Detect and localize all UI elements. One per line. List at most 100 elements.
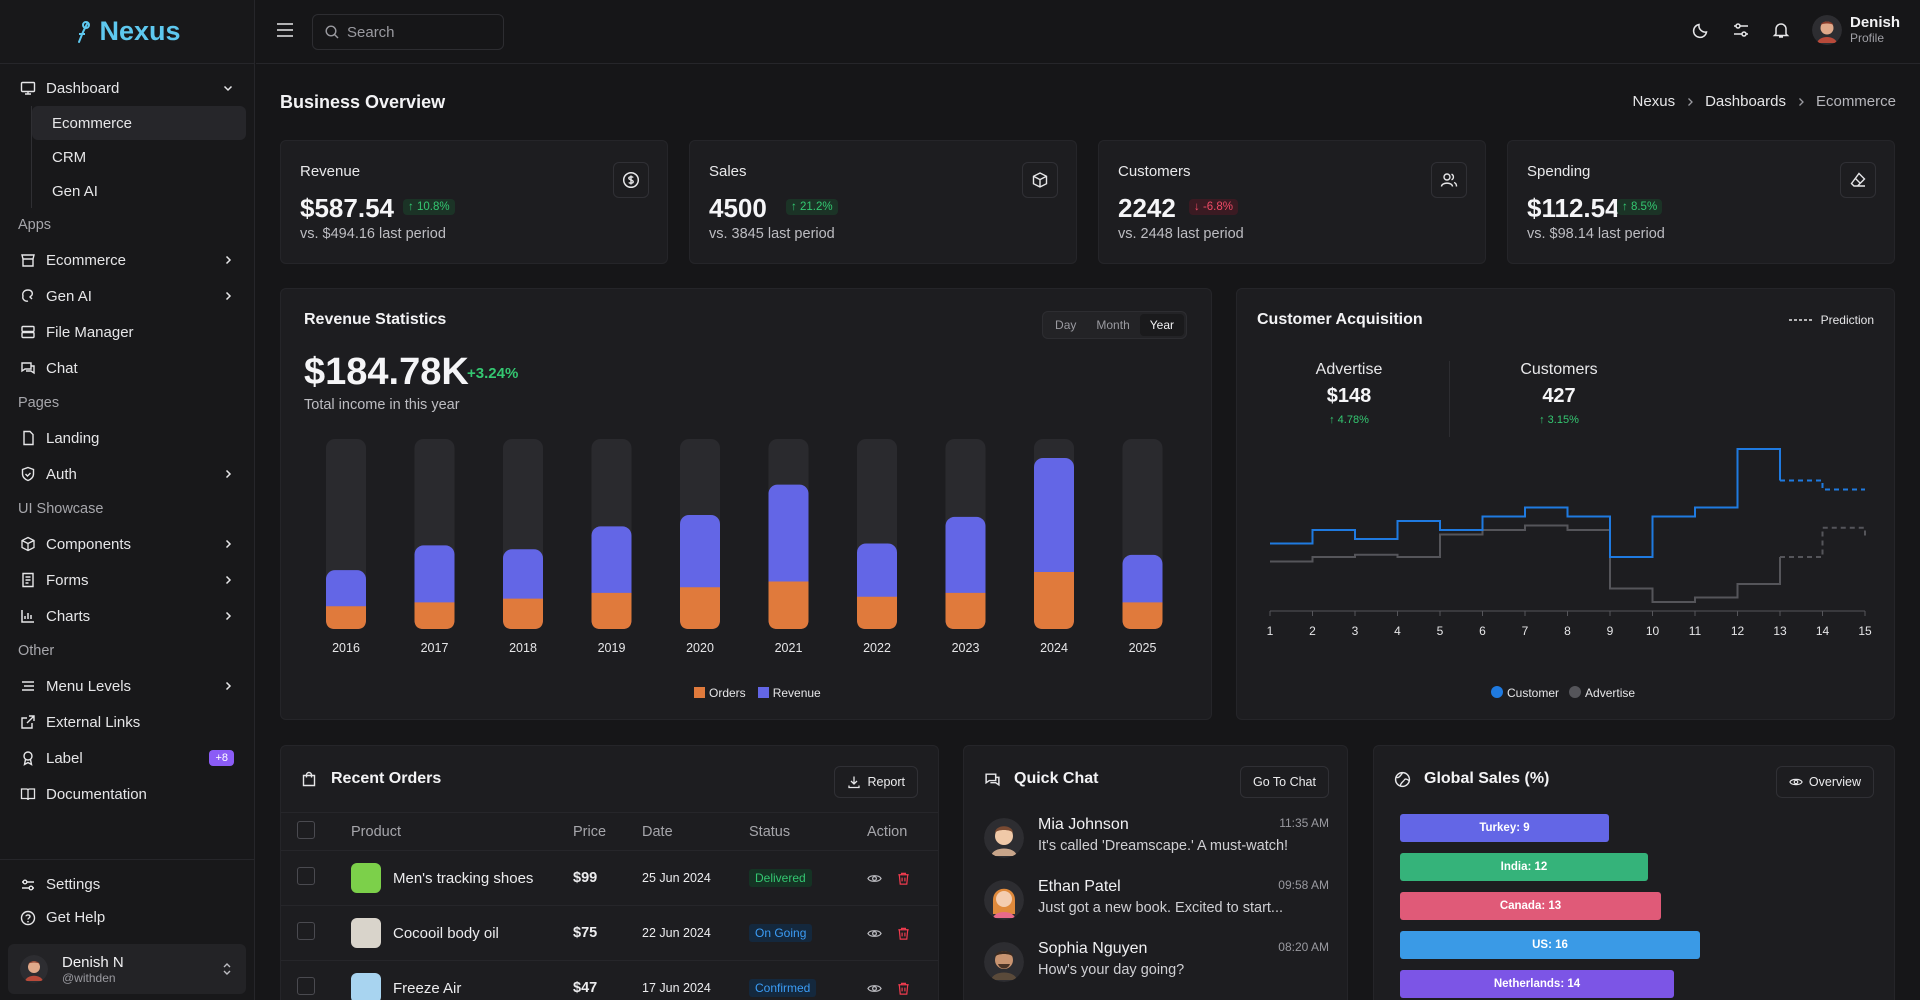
summary-change: ↑ 3.15%: [1539, 414, 1579, 426]
bar-orders[interactable]: [591, 592, 632, 629]
product-name[interactable]: Cocooil body oil: [393, 924, 499, 942]
sidebar-item-forms[interactable]: Forms: [8, 562, 246, 598]
product-name[interactable]: Men's tracking shoes: [393, 869, 534, 887]
breadcrumb-item[interactable]: Dashboards: [1705, 93, 1786, 110]
column-header[interactable]: Date: [642, 812, 749, 851]
sidebar-item-help[interactable]: Get Help: [8, 901, 246, 934]
overview-button[interactable]: Overview: [1775, 766, 1874, 798]
sales-bar[interactable]: US: 16: [1400, 931, 1700, 959]
sidebar-subitem-ecommerce[interactable]: Ecommerce: [32, 106, 246, 140]
trash-icon[interactable]: [896, 926, 911, 941]
chat-message: How's your day going?: [1038, 962, 1185, 978]
breadcrumb-item[interactable]: Nexus: [1632, 93, 1676, 110]
sidebar-item-documentation[interactable]: Documentation: [8, 776, 246, 812]
chat-name: Mia Johnson: [1038, 816, 1129, 833]
trash-icon[interactable]: [896, 981, 911, 996]
sidebar-item-menu-levels[interactable]: Menu Levels: [8, 668, 246, 704]
settings-sliders-icon[interactable]: [1732, 21, 1750, 39]
sidebar-item-label[interactable]: Label +8: [8, 740, 246, 776]
sidebar-item-components[interactable]: Components: [8, 526, 246, 562]
user-switcher[interactable]: Denish N @withden: [8, 944, 246, 994]
status-cell: Confirmed: [749, 960, 867, 1000]
tab-day[interactable]: Day: [1055, 318, 1077, 332]
trash-icon[interactable]: [896, 871, 911, 886]
chat-item[interactable]: Mia Johnson It's called 'Dreamscape.' A …: [984, 814, 1329, 870]
sidebar-subitem-crm[interactable]: CRM: [52, 148, 87, 166]
row-checkbox[interactable]: [297, 977, 315, 995]
column-header[interactable]: Status: [749, 812, 867, 851]
tab-month[interactable]: Month: [1096, 318, 1130, 332]
sales-bar[interactable]: Turkey: 9: [1400, 814, 1609, 842]
eye-icon[interactable]: [867, 871, 882, 886]
sidebar-item-auth[interactable]: Auth: [8, 456, 246, 492]
table-row[interactable]: Men's tracking shoes $99 25 Jun 2024 Del…: [281, 850, 938, 906]
bar-orders[interactable]: [1122, 602, 1163, 629]
breadcrumb: Nexus Dashboards Ecommerce: [1633, 93, 1896, 110]
profile-menu[interactable]: Denish Profile: [1811, 14, 1900, 45]
chat-item[interactable]: Ethan Patel Just got a new book. Excited…: [984, 876, 1329, 932]
stat-compare: vs. 3845 last period: [709, 226, 835, 242]
moon-icon[interactable]: [1692, 21, 1710, 39]
sales-bar[interactable]: India: 12: [1400, 853, 1648, 881]
line-customer-prediction[interactable]: [1780, 479, 1865, 491]
sidebar-item-ecommerce[interactable]: Ecommerce: [8, 242, 246, 278]
bar-orders[interactable]: [768, 581, 809, 630]
users-icon: [1431, 162, 1467, 198]
sidebar-item-landing[interactable]: Landing: [8, 420, 246, 456]
eye-icon[interactable]: [867, 926, 882, 941]
bar-orders[interactable]: [1034, 572, 1074, 629]
report-button[interactable]: Report: [834, 766, 918, 798]
sidebar-item-label: File Manager: [46, 323, 134, 341]
hamburger-menu-icon[interactable]: [276, 22, 294, 38]
sidebar-item-genai[interactable]: Gen AI: [8, 278, 246, 314]
column-header[interactable]: Price: [573, 812, 642, 851]
bar-orders[interactable]: [414, 602, 455, 629]
bar-orders[interactable]: [945, 592, 986, 629]
line-advertise[interactable]: [1270, 524, 1781, 603]
tab-year[interactable]: Year: [1139, 314, 1184, 336]
chat-item[interactable]: Sophia Nguyen How's your day going? 08:2…: [984, 938, 1329, 994]
line-customer[interactable]: [1270, 448, 1781, 558]
sidebar-item-file-manager[interactable]: File Manager: [8, 314, 246, 350]
brain-icon: [20, 288, 36, 304]
row-checkbox[interactable]: [297, 867, 315, 885]
price-cell: $75: [573, 905, 642, 961]
select-all-cell: [281, 812, 351, 851]
sidebar-item-settings[interactable]: Settings: [8, 868, 246, 901]
bell-icon[interactable]: [1772, 21, 1790, 39]
sidebar-subitem-genai[interactable]: Gen AI: [52, 182, 98, 200]
brand-logo[interactable]: Nexus: [0, 0, 254, 64]
go-to-chat-button[interactable]: Go To Chat: [1239, 766, 1329, 798]
sidebar-item-dashboard[interactable]: Dashboard: [8, 70, 246, 106]
line-advertise-prediction[interactable]: [1780, 526, 1866, 558]
eye-icon[interactable]: [867, 981, 882, 996]
sidebar-item-label: Forms: [46, 571, 89, 589]
bar-orders[interactable]: [857, 596, 897, 629]
search-input[interactable]: Search: [312, 14, 504, 50]
bar-orders[interactable]: [503, 598, 543, 629]
globe-icon: [1394, 771, 1411, 788]
product-name[interactable]: Freeze Air: [393, 979, 462, 997]
table-row[interactable]: Cocooil body oil $75 22 Jun 2024 On Goin…: [281, 905, 938, 961]
date-cell: 17 Jun 2024: [642, 960, 749, 1000]
sidebar-item-charts[interactable]: Charts: [8, 598, 246, 634]
x-tick-label: 10: [1646, 624, 1660, 638]
period-toggle: Day Month Year: [1042, 311, 1187, 339]
row-select-cell: [281, 905, 351, 961]
stat-change-badge: ↑ 10.8%: [403, 199, 455, 215]
table-row[interactable]: Freeze Air $47 17 Jun 2024 Confirmed: [281, 960, 938, 1000]
chat-name: Ethan Patel: [1038, 878, 1121, 895]
sidebar-item-external-links[interactable]: External Links: [8, 704, 246, 740]
column-header[interactable]: Product: [351, 812, 573, 851]
bar-orders[interactable]: [680, 587, 720, 629]
summary-change-value: 3.15%: [1547, 414, 1579, 426]
legend-label: Orders: [709, 686, 746, 700]
row-checkbox[interactable]: [297, 922, 315, 940]
sales-bar[interactable]: Canada: 13: [1400, 892, 1661, 920]
revenue-statistics-card: Revenue Statistics Day Month Year $184.7…: [280, 288, 1212, 720]
sidebar-item-chat[interactable]: Chat: [8, 350, 246, 386]
bar-orders[interactable]: [326, 606, 366, 629]
sales-bar[interactable]: Netherlands: 14: [1400, 970, 1674, 998]
download-icon: [848, 776, 861, 789]
select-all-checkbox[interactable]: [297, 820, 315, 839]
